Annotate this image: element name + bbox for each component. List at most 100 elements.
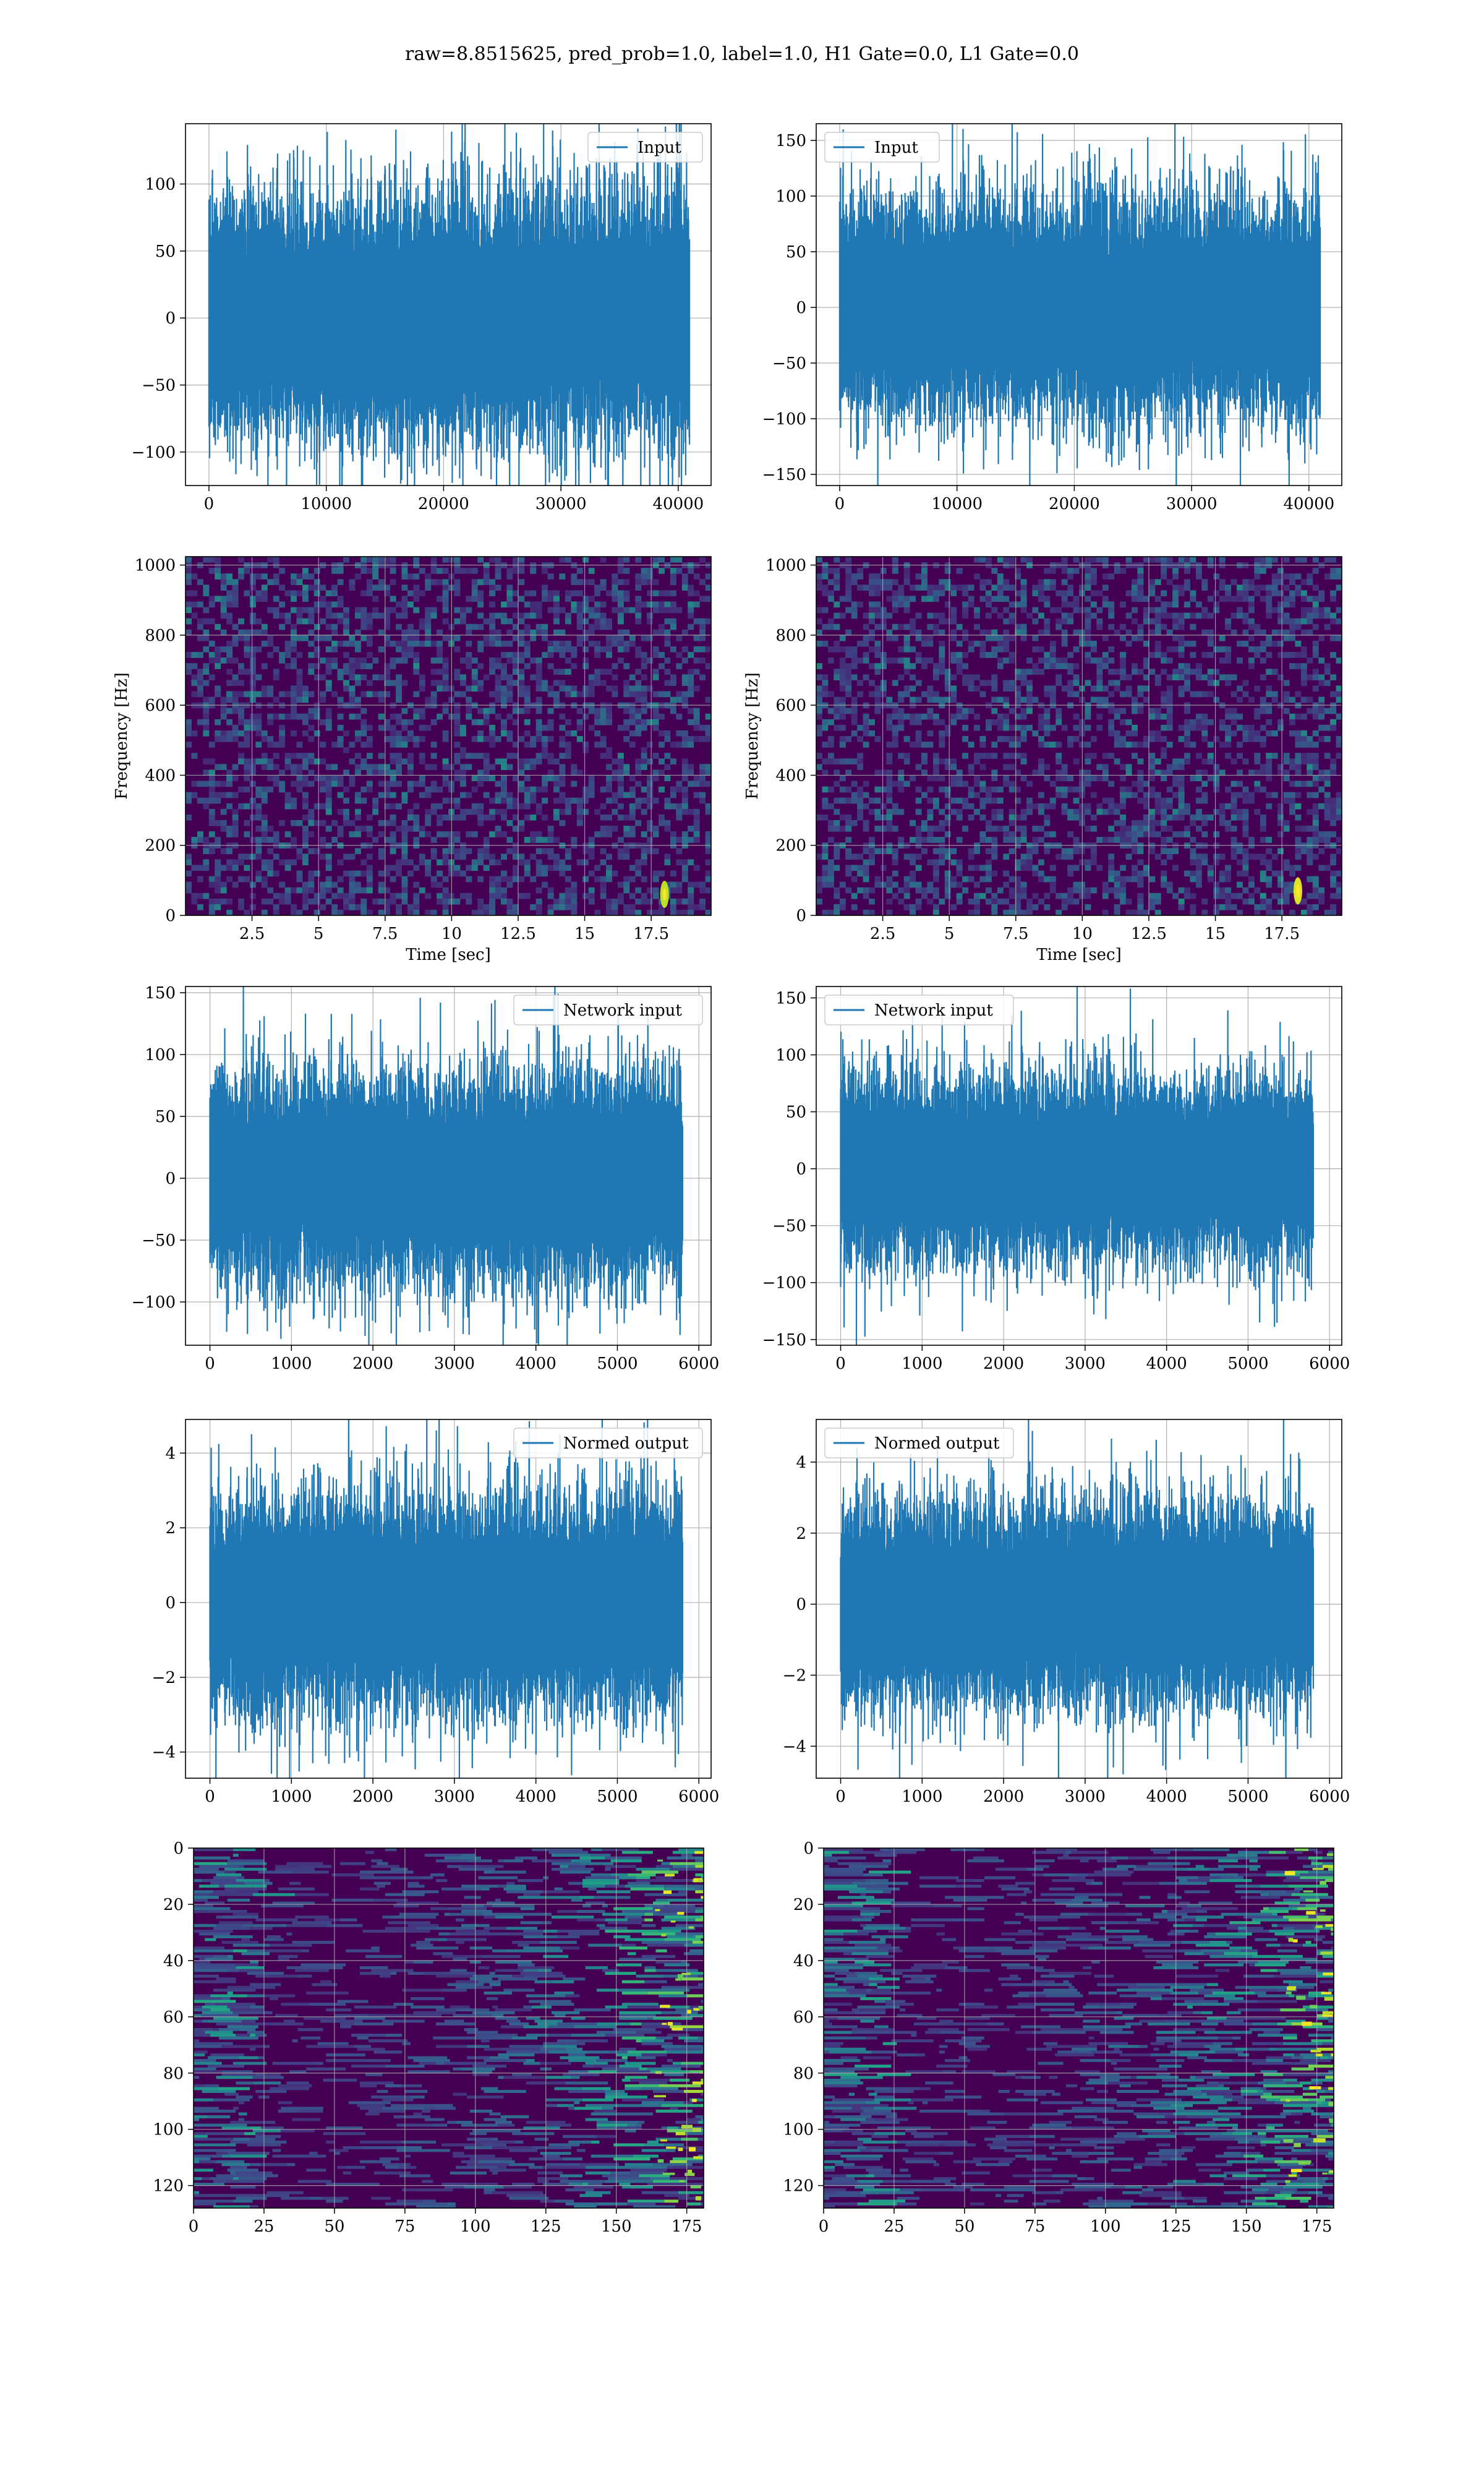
heatmap-cell	[1201, 854, 1208, 860]
heatmap-cell	[968, 742, 974, 748]
heatmap-cell	[652, 831, 659, 837]
heatmap-cell	[291, 803, 297, 810]
y-tick-label: 0	[165, 907, 176, 925]
heatmap-cell	[419, 568, 425, 574]
heatmap-cell	[617, 881, 624, 888]
heatmap-cell	[197, 579, 203, 585]
heatmap-cell	[1161, 612, 1167, 619]
heatmap-cell	[1260, 568, 1266, 574]
heatmap-cell	[325, 590, 332, 597]
heatmap-cell	[559, 680, 566, 687]
heatmap-cell	[471, 657, 478, 664]
heatmap-cell	[454, 691, 461, 698]
heatmap-cell	[1096, 590, 1103, 597]
heatmap-cell	[1114, 568, 1120, 574]
heatmap-cell	[343, 769, 349, 776]
heatmap-cell	[845, 837, 852, 843]
heatmap-cell	[688, 769, 694, 776]
heatmap-cell	[197, 652, 203, 658]
heatmap-cell	[313, 898, 320, 905]
heatmap-cell	[454, 635, 461, 641]
heatmap-cell	[313, 892, 320, 899]
axes-frame	[185, 123, 712, 486]
heatmap-cell	[284, 713, 291, 720]
heatmap-cell	[501, 724, 507, 731]
heatmap-cell	[1195, 870, 1202, 877]
heatmap-cell	[325, 876, 332, 883]
heatmap-cell	[273, 713, 279, 720]
heatmap-cell	[705, 876, 711, 883]
heatmap-cell	[390, 742, 396, 748]
heatmap-cell	[1242, 590, 1249, 597]
heatmap-cell	[956, 713, 963, 720]
heatmap-cell	[506, 876, 513, 883]
heatmap-cell	[331, 629, 338, 636]
heatmap-cell	[354, 887, 361, 894]
heatmap-cell	[203, 769, 210, 776]
heatmap-cell	[291, 837, 297, 843]
heatmap-cell	[430, 719, 437, 726]
heatmap-cell	[191, 781, 198, 787]
heatmap-cell	[1307, 618, 1313, 625]
heatmap-cell	[1266, 596, 1273, 602]
heatmap-cell	[1271, 870, 1278, 877]
heatmap-cell	[1073, 865, 1080, 871]
heatmap-cell	[220, 898, 227, 905]
heatmap-cell	[512, 814, 519, 821]
heatmap-cell	[1102, 657, 1109, 664]
heatmap-cell	[203, 865, 210, 871]
heatmap-cell	[582, 657, 589, 664]
heatmap-cell	[827, 657, 834, 664]
heatmap-cell	[518, 635, 525, 641]
heatmap-cell	[974, 881, 980, 888]
y-tick-label: 50	[155, 242, 176, 261]
heatmap-cell	[956, 797, 963, 804]
heatmap-cell	[442, 876, 449, 883]
heatmap-cell	[863, 781, 869, 787]
heatmap-cell	[979, 786, 986, 793]
heatmap-cell	[255, 837, 262, 843]
heatmap-cell	[506, 573, 513, 580]
heatmap-cell	[1044, 579, 1051, 585]
heatmap-cell	[349, 713, 356, 720]
heatmap-cell	[1230, 814, 1237, 821]
heatmap-cell	[1154, 808, 1161, 815]
heatmap-cell	[927, 775, 934, 782]
heatmap-cell	[313, 568, 320, 574]
heatmap-cell	[1248, 579, 1255, 585]
heatmap-cell	[903, 579, 910, 585]
heatmap-cell	[1312, 742, 1319, 748]
heatmap-cell	[1230, 719, 1237, 726]
heatmap-cell	[588, 792, 595, 798]
heatmap-cell	[1038, 792, 1044, 798]
heatmap-cell	[512, 865, 519, 871]
heatmap-cell	[1154, 623, 1161, 630]
heatmap-cell	[857, 764, 864, 770]
heatmap-cell	[238, 876, 244, 883]
heatmap-cell	[827, 909, 834, 915]
heatmap-cell	[1120, 898, 1127, 905]
heatmap-cell	[559, 646, 566, 653]
heatmap-cell	[1108, 708, 1115, 714]
heatmap-cell	[407, 786, 414, 793]
heatmap-cell	[407, 635, 414, 641]
heatmap-cell	[343, 663, 349, 669]
heatmap-cell	[617, 640, 624, 647]
heatmap-cell	[932, 775, 939, 782]
heatmap-cell	[366, 764, 373, 770]
heatmap-cell	[1248, 596, 1255, 602]
heatmap-cell	[396, 892, 402, 899]
heatmap-cell	[950, 876, 957, 883]
heatmap-cell	[337, 612, 344, 619]
heatmap-cell	[1020, 579, 1027, 585]
heatmap-cell	[576, 691, 583, 698]
heatmap-cell	[1114, 685, 1120, 692]
heatmap-cell	[623, 876, 630, 883]
heatmap-cell	[1254, 758, 1261, 764]
heatmap-cell	[512, 680, 519, 687]
heatmap-cell	[1102, 663, 1109, 669]
heatmap-cell	[1026, 848, 1033, 854]
heatmap-cell	[1213, 736, 1220, 742]
heatmap-cell	[396, 803, 402, 810]
heatmap-cell	[296, 909, 303, 915]
